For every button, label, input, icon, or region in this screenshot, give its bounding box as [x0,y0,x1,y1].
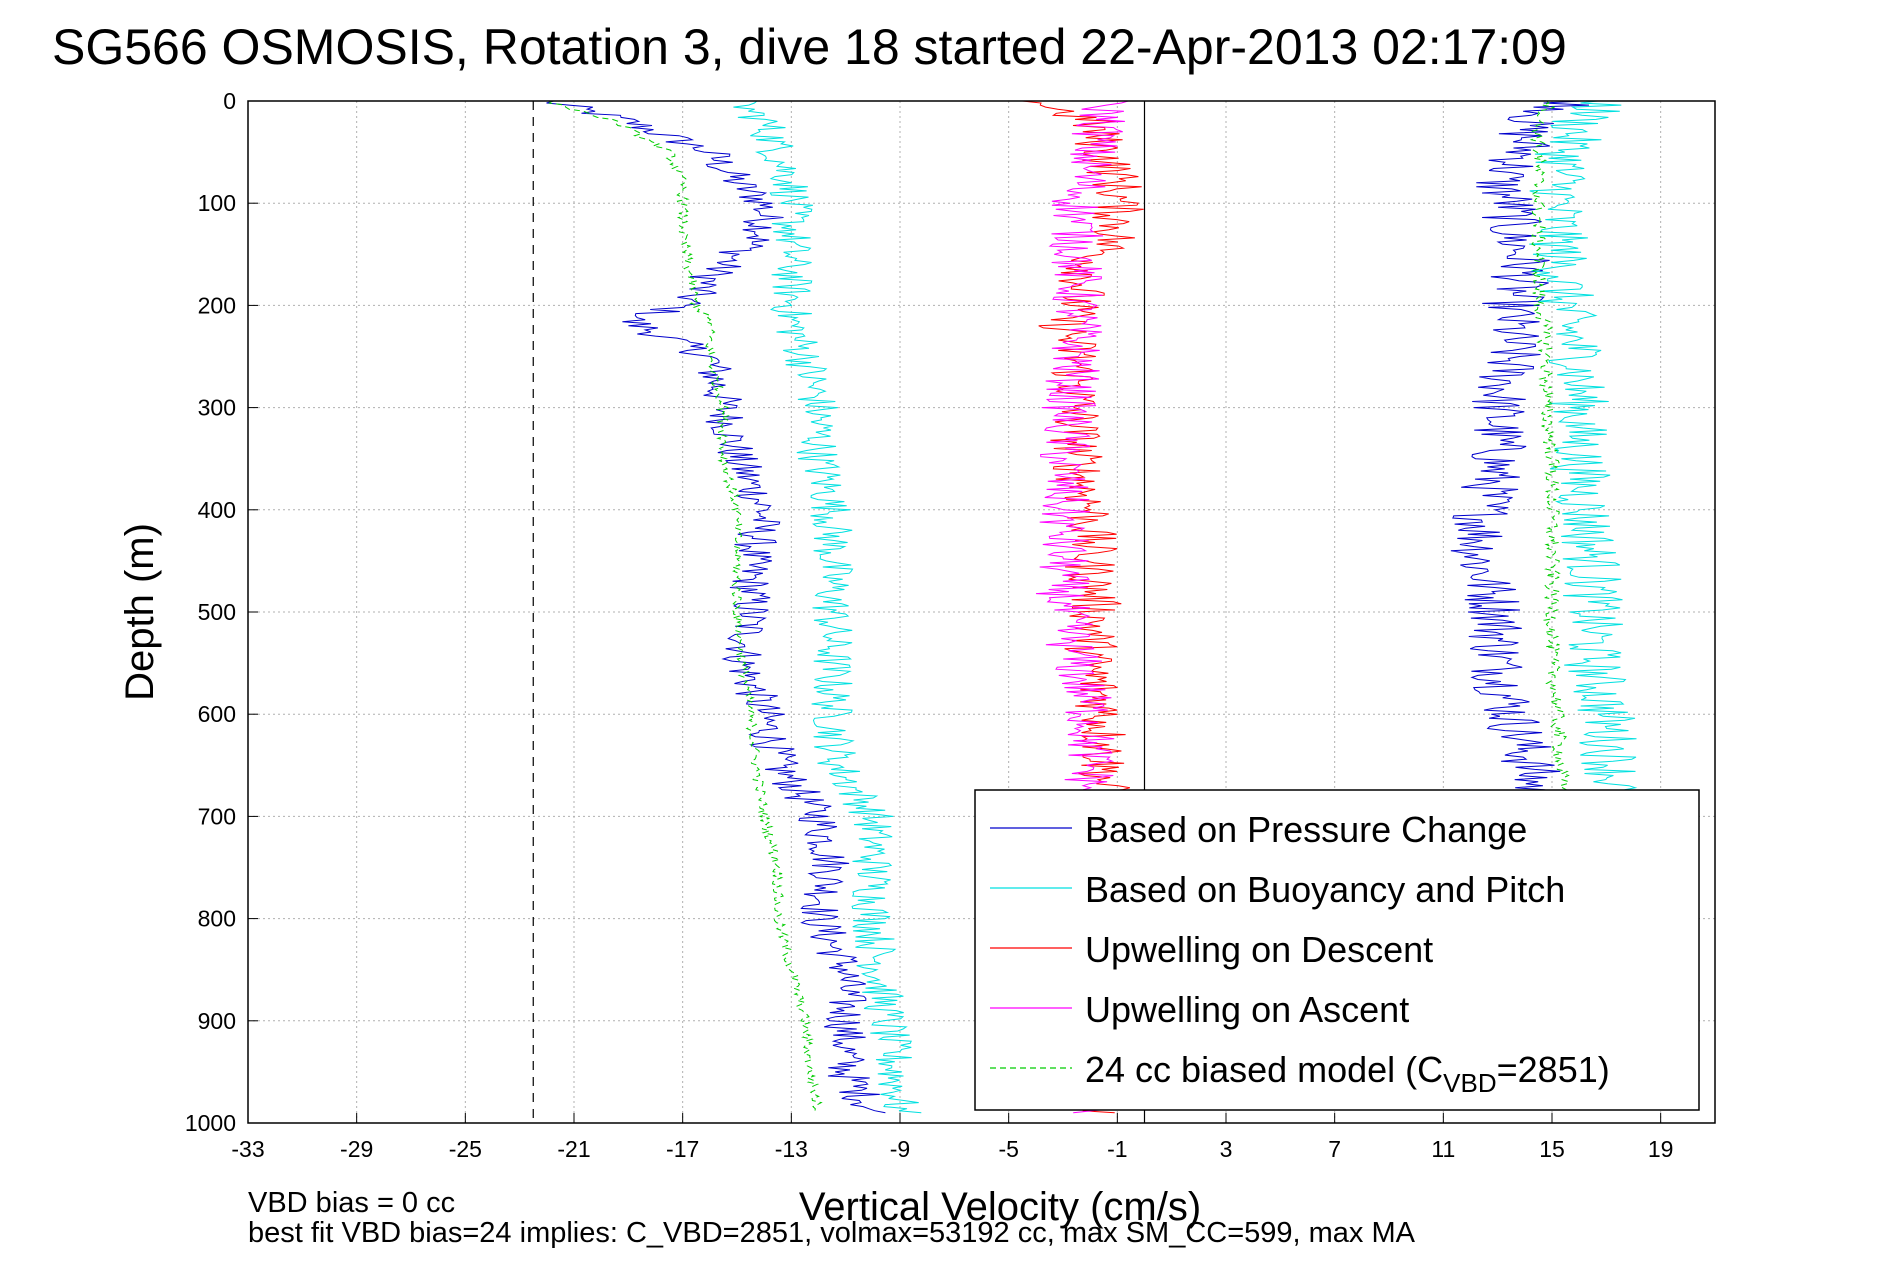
legend-label: Based on Buoyancy and Pitch [1085,869,1565,910]
y-tick-label: 500 [198,599,236,625]
chart-title: SG566 OSMOSIS, Rotation 3, dive 18 start… [52,19,1567,75]
x-tick-label: 19 [1648,1136,1674,1162]
legend-label: Based on Pressure Change [1085,809,1527,850]
y-tick-label: 1000 [185,1110,236,1136]
x-tick-label: -17 [666,1136,699,1162]
axis-ticks: -33 -29 -25 -21 -17 -13 -9 -5 -1 3 7 11 15 1901002003… [185,88,1674,1162]
x-tick-label: -21 [557,1136,590,1162]
y-tick-label: 200 [198,292,236,318]
y-axis-label: Depth (m) [118,523,162,701]
legend-label: Upwelling on Descent [1085,929,1433,970]
y-tick-label: 100 [198,190,236,216]
y-tick-label: 700 [198,803,236,829]
y-tick-label: 600 [198,701,236,727]
x-tick-label: 11 [1431,1136,1455,1162]
series-based-on-pressure-change-descent-line [546,100,886,1114]
legend-label-subscript: VBD [1443,1068,1496,1098]
series-24-cc-biased-model-c-vbd-2851-ascent-line [1529,100,1573,817]
x-tick-label: -9 [890,1136,910,1162]
series-24-cc-biased-model-c-vbd-2851-descent-line [548,100,823,1114]
x-tick-label: -1 [1107,1136,1127,1162]
legend-label: 24 cc biased model (CVBD=2851) [1085,1049,1610,1098]
x-tick-label: -13 [775,1136,808,1162]
x-tick-label: -25 [449,1136,482,1162]
legend-label-suffix: =2851) [1497,1049,1610,1090]
legend-box [974,789,1700,1111]
x-tick-label: 15 [1539,1136,1565,1162]
x-tick-label: 3 [1220,1136,1233,1162]
y-tick-label: 800 [198,906,236,932]
x-axis-label: Vertical Velocity (cm/s) [799,1185,1201,1229]
x-tick-label: -29 [340,1136,373,1162]
legend-label: Upwelling on Ascent [1085,989,1409,1030]
y-tick-label: 0 [223,88,236,114]
footnote-vbd-bias: VBD bias = 0 cc [248,1187,455,1219]
series-based-on-pressure-change-ascent-line [1450,100,1590,817]
y-tick-label: 400 [198,497,236,523]
series-based-on-buoyancy-and-pitch-ascent-line [1529,100,1648,817]
legend: Based on Pressure Change Based on Buoyanc… [974,789,1700,1111]
x-tick-label: -33 [231,1136,264,1162]
x-tick-label: 7 [1328,1136,1341,1162]
y-tick-label: 300 [198,395,236,421]
x-tick-label: -5 [998,1136,1018,1162]
series-based-on-buoyancy-and-pitch-descent-line [733,100,922,1114]
y-tick-label: 900 [198,1008,236,1034]
legend-label-prefix: 24 cc biased model (C [1085,1049,1443,1090]
footnote-best-fit: best fit VBD bias=24 implies: C_VBD=2851… [248,1217,1416,1249]
